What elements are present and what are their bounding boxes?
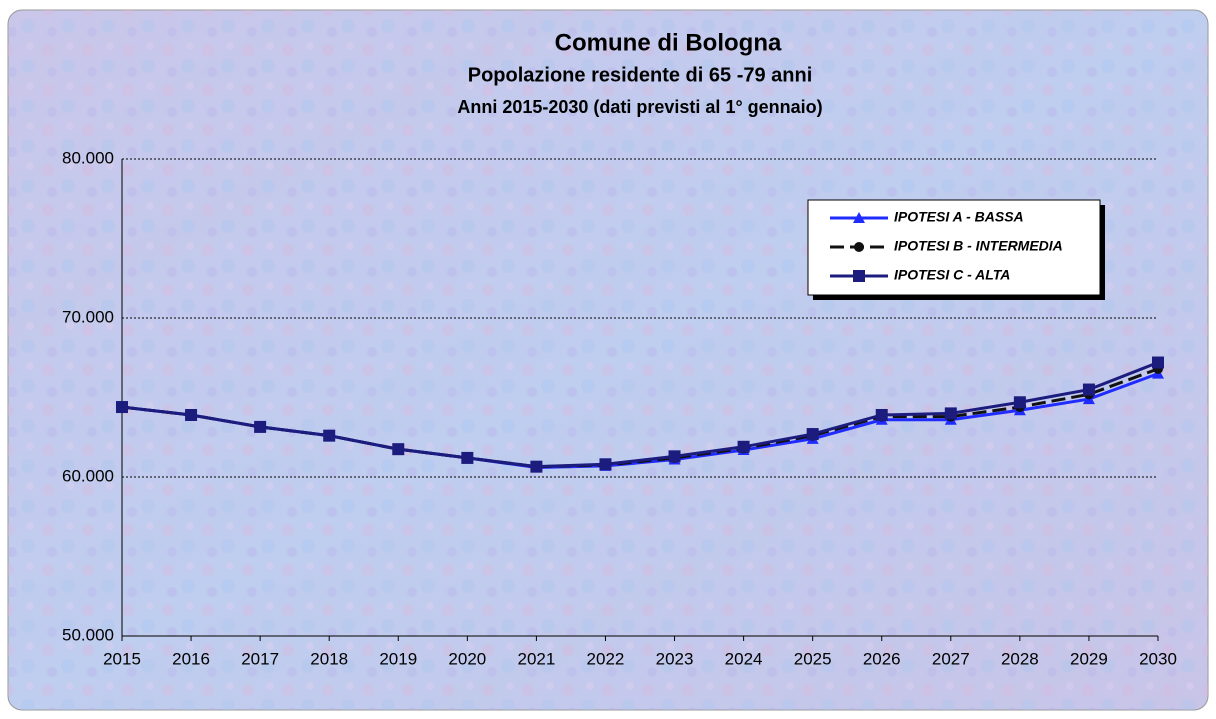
series-line <box>121 361 1159 469</box>
marker <box>185 408 198 421</box>
x-tick-label: 2030 <box>1139 649 1177 668</box>
chart-subtitle: Anni 2015-2030 (dati previsti al 1° genn… <box>457 97 822 117</box>
marker <box>668 450 681 463</box>
legend-label: IPOTESI C - ALTA <box>894 267 1010 283</box>
legend-label: IPOTESI B - INTERMEDIA <box>894 238 1063 254</box>
x-tick-label: 2017 <box>241 649 279 668</box>
legend-marker <box>854 242 864 252</box>
x-tick-label: 2019 <box>379 649 417 668</box>
marker <box>116 401 128 414</box>
marker <box>1013 396 1026 409</box>
marker <box>323 429 336 442</box>
chart-subtitle: Popolazione residente di 65 -79 anni <box>468 64 813 86</box>
marker <box>737 440 750 453</box>
legend-marker <box>853 270 865 282</box>
y-tick-label: 80.000 <box>62 148 114 167</box>
x-tick-label: 2024 <box>725 649 763 668</box>
marker <box>599 458 612 471</box>
x-tick-label: 2026 <box>863 649 901 668</box>
chart-title: Comune di Bologna <box>555 29 782 56</box>
x-tick-label: 2022 <box>587 649 625 668</box>
marker <box>461 451 474 464</box>
marker <box>530 460 543 473</box>
legend-label: IPOTESI A - BASSA <box>894 209 1024 225</box>
legend-marker <box>853 212 865 223</box>
x-tick-label: 2016 <box>172 649 210 668</box>
x-tick-label: 2020 <box>448 649 486 668</box>
x-tick-label: 2028 <box>1001 649 1039 668</box>
x-tick-label: 2025 <box>794 649 832 668</box>
marker <box>254 420 267 433</box>
marker <box>875 408 888 421</box>
marker <box>944 407 957 420</box>
x-tick-label: 2027 <box>932 649 970 668</box>
y-tick-label: 50.000 <box>62 625 114 644</box>
chart-texture <box>8 10 1208 710</box>
x-tick-label: 2015 <box>103 649 141 668</box>
x-tick-label: 2029 <box>1070 649 1108 668</box>
x-tick-label: 2018 <box>310 649 348 668</box>
marker <box>392 443 405 456</box>
marker <box>1082 383 1095 396</box>
marker <box>1152 356 1164 369</box>
y-tick-label: 70.000 <box>62 307 114 326</box>
x-tick-label: 2021 <box>517 649 555 668</box>
y-tick-label: 60.000 <box>62 466 114 485</box>
x-tick-label: 2023 <box>656 649 694 668</box>
marker <box>806 428 819 441</box>
